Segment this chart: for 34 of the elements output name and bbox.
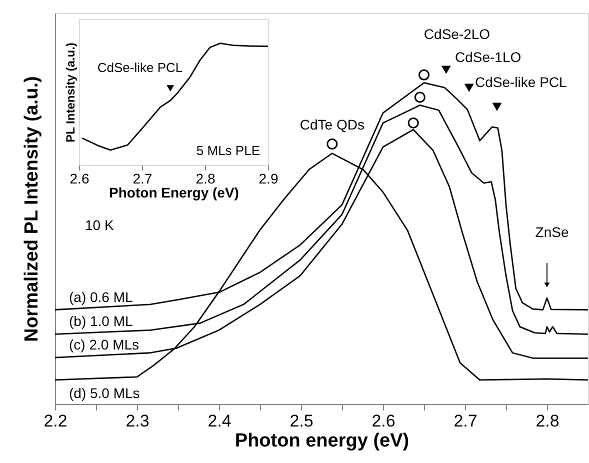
x-tick-label: 2.6 <box>372 412 396 430</box>
text: CdSe-2LO <box>424 26 490 42</box>
x-tick-label: 2.4 <box>208 412 232 430</box>
y-axis-title: Normalized PL Intensity (a.u.) <box>22 76 42 342</box>
x-tick-label: 2.8 <box>196 170 216 186</box>
x-tick-label: 2.9 <box>258 170 278 186</box>
x-axis-title: Photon energy (eV) <box>234 430 410 452</box>
point <box>408 117 419 128</box>
x-axis-title: Photon Energy (eV) <box>109 184 239 200</box>
point <box>441 66 451 74</box>
annotation: CdTe QDs <box>300 116 364 132</box>
point <box>418 69 430 80</box>
point <box>326 138 338 150</box>
annotation: ZnSe <box>535 224 569 240</box>
y-axis-title: PL Intensity (a.u.) <box>64 42 78 142</box>
x-tick-label: 2.7 <box>454 412 478 430</box>
text: CdSe-1LO <box>455 49 522 65</box>
annotation: 10 K <box>85 217 114 233</box>
point <box>492 102 502 112</box>
x-tick-label: 2.5 <box>290 412 314 430</box>
annotation: 5 MLs PLE <box>196 143 260 158</box>
point <box>414 92 426 103</box>
series-label: (c) 2.0 MLs <box>69 336 140 353</box>
series-label: (b) 1.0 ML <box>69 313 134 330</box>
x-tick-label: 2.6 <box>70 170 90 186</box>
annotation: CdSe-like PCL <box>475 74 568 90</box>
series-label: (d) 5.0 MLs <box>69 384 140 401</box>
x-tick-label: 2.2 <box>44 412 68 430</box>
series-label: (a) 0.6 ML <box>69 288 134 305</box>
annotation: CdSe-like PCL <box>97 60 183 75</box>
x-tick-label: 2.7 <box>132 170 152 186</box>
point <box>464 84 474 92</box>
x-tick-label: 2.8 <box>536 412 560 430</box>
x-tick-label: 2.3 <box>126 412 150 430</box>
